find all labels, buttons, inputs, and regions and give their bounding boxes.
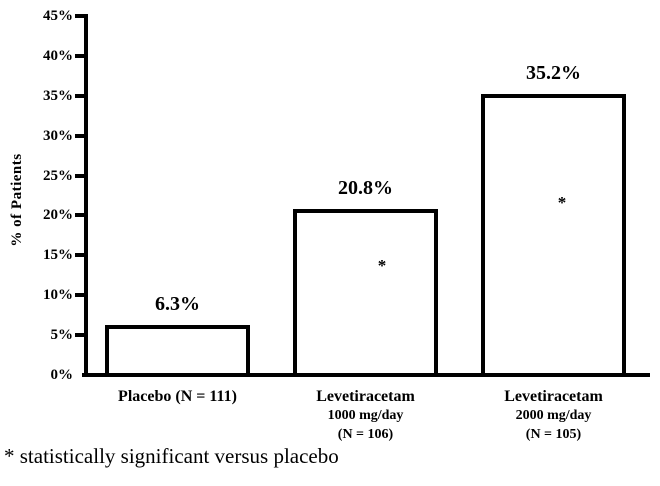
y-tick-label: 15%	[43, 247, 73, 264]
y-tick-label: 30%	[43, 127, 73, 144]
x-axis-category-label: Levetiracetam 1000 mg/day (N = 106)	[271, 387, 461, 444]
y-tick-mark	[75, 253, 85, 258]
y-tick-label: 45%	[43, 8, 73, 24]
x-axis-category-label: Placebo (N = 111)	[83, 387, 273, 406]
y-tick-mark	[75, 333, 85, 338]
category-label-line: Levetiracetam	[504, 388, 603, 405]
bar-value-label: 6.3%	[155, 292, 200, 315]
bar-value-label: 35.2%	[526, 62, 581, 85]
y-tick-label: 0%	[50, 367, 74, 383]
bar-1	[105, 324, 250, 377]
category-label-line: (N = 105)	[525, 427, 582, 442]
category-label-line: (N = 106)	[337, 427, 394, 442]
category-label-line: Levetiracetam	[316, 388, 415, 405]
y-tick-label: 25%	[43, 167, 73, 184]
bar-2	[293, 209, 438, 377]
y-tick-mark	[75, 14, 85, 18]
y-tick-label: 10%	[43, 287, 73, 304]
category-label-line: 1000 mg/day	[327, 408, 404, 423]
y-tick-mark	[75, 53, 85, 58]
category-label-line: Placebo (N = 111)	[118, 388, 237, 405]
y-tick-mark	[75, 93, 85, 98]
significance-asterisk: *	[557, 193, 567, 213]
y-tick-label: 5%	[50, 327, 74, 344]
x-axis-category-label: Levetiracetam 2000 mg/day (N = 105)	[459, 387, 649, 444]
bar-3	[481, 94, 626, 377]
y-tick-mark	[75, 173, 85, 178]
y-tick-mark	[75, 293, 85, 298]
y-tick-label: 20%	[43, 207, 73, 224]
footnote: * statistically significant versus place…	[4, 444, 339, 468]
y-tick-label: 40%	[43, 47, 73, 64]
y-axis-line	[84, 14, 88, 377]
significance-asterisk: *	[377, 255, 387, 275]
category-label-line: 2000 mg/day	[515, 408, 592, 423]
bar-value-label: 20.8%	[338, 177, 393, 200]
y-tick-mark	[75, 133, 85, 138]
y-tick-mark	[75, 213, 85, 218]
y-tick-label: 35%	[43, 87, 73, 104]
